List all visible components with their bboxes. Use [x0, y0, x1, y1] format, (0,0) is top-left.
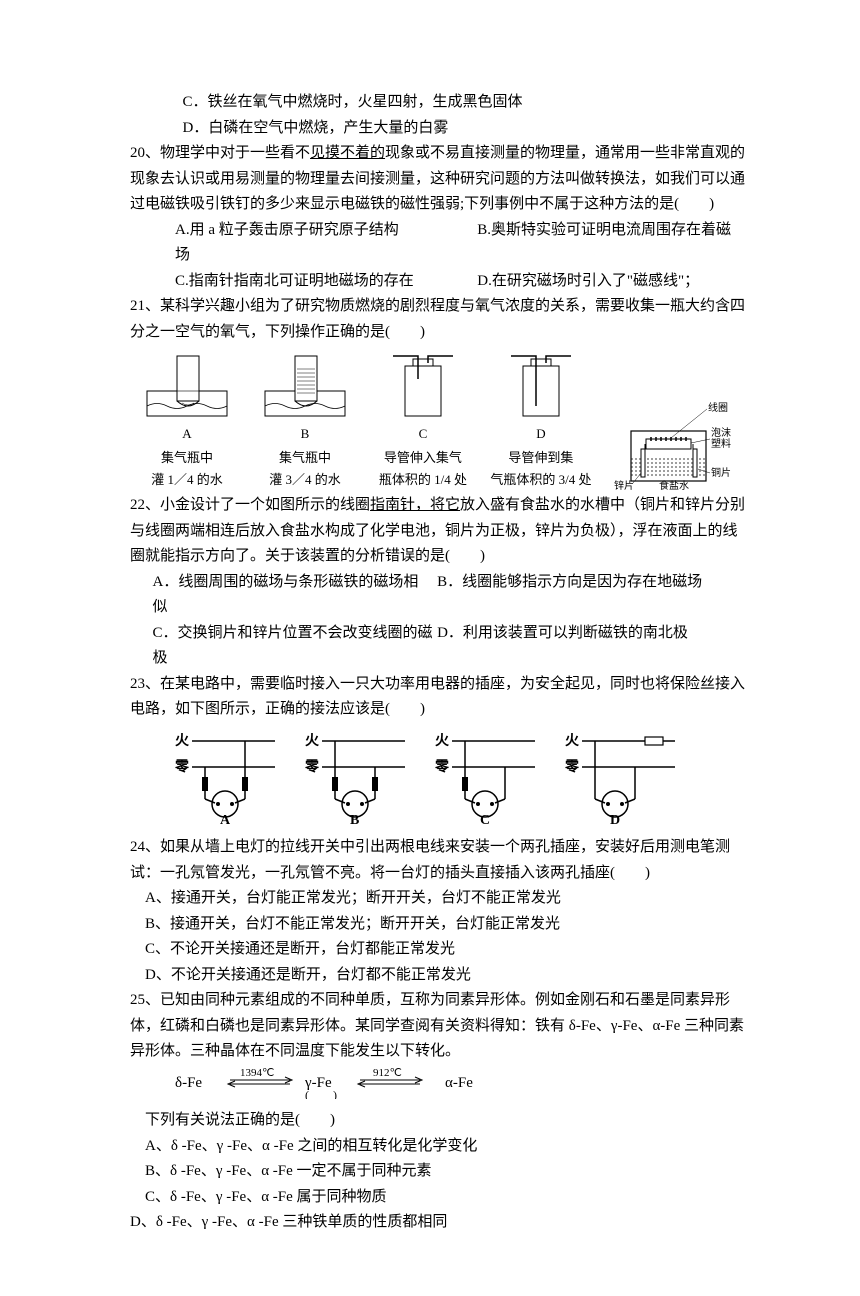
q21-lab-a: A [130, 423, 244, 445]
q24-options: A、接通开关，台灯能正常发光；断开开关，台灯不能正常发光 B、接通开关，台灯不能… [130, 886, 750, 988]
q20-body-1: 物理学中对于一些看不 [160, 145, 310, 161]
q21-fig-right: 线圈 泡沫 塑料 锌片 食盐水 铜片 [602, 401, 750, 491]
q22-opt-a: A．线圈周围的磁场与条形磁铁的磁场相似 [153, 570, 434, 621]
q25-opt-a: A、δ -Fe、γ -Fe、α -Fe 之间的相互转化是化学变化 [145, 1134, 750, 1160]
q23-num: 23、 [130, 676, 160, 692]
svg-text:零: 零 [174, 758, 190, 775]
q21-fig-b: B 集气瓶中 灌 3／4 的水 [248, 351, 362, 491]
q21-figures: A 集气瓶中 灌 1／4 的水 B 集气瓶中 灌 3／4 的水 C 导管伸入集气… [130, 345, 750, 493]
svg-text:( ): ( ) [305, 1088, 337, 1099]
q21-cap-c: 导管伸入集气 瓶体积的 1/4 处 [366, 447, 480, 491]
q20-opt-a: A.用 a 粒子轰击原子研究原子结构 [175, 218, 451, 244]
q20-num: 20、 [130, 145, 160, 161]
svg-text:食盐水: 食盐水 [659, 479, 689, 491]
q21-lab-d: D [484, 423, 598, 445]
q22-opt-b: B．线圈能够指示方向是因为存在地磁场 [437, 570, 718, 596]
q25-opt-b: B、δ -Fe、γ -Fe、α -Fe 一定不属于同种元素 [145, 1159, 750, 1185]
svg-text:零: 零 [564, 758, 580, 775]
q22-underline: 指南针，将它 [370, 497, 460, 513]
svg-text:塑料: 塑料 [711, 437, 731, 450]
svg-text:火: 火 [175, 733, 190, 749]
q24-opt-d: D、不论开关接通还是断开，台灯都不能正常发光 [145, 963, 750, 989]
q20: 20、物理学中对于一些看不见摸不着的现象或不易直接测量的物理量，通常用一些非常直… [130, 141, 750, 218]
q21-fig-a: A 集气瓶中 灌 1／4 的水 [130, 351, 244, 491]
q22-num: 22、 [130, 497, 160, 513]
q23: 23、在某电路中，需要临时接入一只大功率用电器的插座，为安全起见，同时也将保险丝… [130, 672, 750, 723]
q23-circuit-d: 火 零 D [560, 729, 680, 834]
q20-options-row1: A.用 a 粒子轰击原子研究原子结构 B.奥斯特实验可证明电流周围存在着磁场 [130, 218, 750, 269]
q24-opt-a: A、接通开关，台灯能正常发光；断开开关，台灯不能正常发光 [145, 886, 750, 912]
svg-text:C: C [480, 813, 490, 824]
q19-option-d: D．白磷在空气中燃烧，产生大量的白雾 [130, 116, 750, 142]
svg-text:δ-Fe: δ-Fe [175, 1075, 202, 1091]
q25-num: 25、 [130, 992, 160, 1008]
q22: 22、小金设计了一个如图所示的线圈指南针，将它放入盛有食盐水的水槽中（铜片和锌片… [130, 493, 750, 570]
q21-cap-d: 导管伸到集 气瓶体积的 3/4 处 [484, 447, 598, 491]
q20-underline: 见摸不着的 [310, 145, 385, 161]
q21-fig-d: D 导管伸到集 气瓶体积的 3/4 处 [484, 351, 598, 491]
q21-cap-b: 集气瓶中 灌 3／4 的水 [248, 447, 362, 491]
q21-fig-c: C 导管伸入集气 瓶体积的 1/4 处 [366, 351, 480, 491]
svg-text:铜片: 铜片 [711, 466, 731, 479]
svg-text:火: 火 [305, 733, 320, 749]
q21-lab-c: C [366, 423, 480, 445]
svg-text:D: D [610, 813, 620, 824]
q21-cap-a: 集气瓶中 灌 1／4 的水 [130, 447, 244, 491]
q21-lab-b: B [248, 423, 362, 445]
q21-body: 某科学兴趣小组为了研究物质燃烧的剧烈程度与氧气浓度的关系，需要收集一瓶大约含四分… [130, 298, 745, 340]
q25-body: 已知由同种元素组成的不同种单质，互称为同素异形体。例如金刚石和石墨是同素异形体，… [130, 992, 744, 1059]
q22-body-1: 小金设计了一个如图所示的线圈 [160, 497, 370, 513]
q25-options: A、δ -Fe、γ -Fe、α -Fe 之间的相互转化是化学变化 B、δ -Fe… [130, 1134, 750, 1211]
q25-formula: δ-Fe 1394℃ γ-Fe ( ) 912℃ α-Fe [130, 1065, 750, 1109]
q20-opt-c: C.指南针指南北可证明地磁场的存在 [175, 269, 451, 295]
q25-body2: 下列有关说法正确的是( ) [130, 1108, 750, 1134]
q21-r-label1: 线圈 [708, 401, 728, 414]
q22-opt-d: D．利用该装置可以判断磁铁的南北极 [437, 621, 718, 647]
q22-options: A．线圈周围的磁场与条形磁铁的磁场相似 B．线圈能够指示方向是因为存在地磁场 C… [130, 570, 750, 672]
q23-circuit-b: 火 零 B [300, 729, 410, 834]
q22-opt-c: C．交换铜片和锌片位置不会改变线圈的磁极 [153, 621, 434, 672]
svg-text:零: 零 [304, 758, 320, 775]
q21-num: 21、 [130, 298, 160, 314]
q25-opt-d: D、δ -Fe、γ -Fe、α -Fe 三种铁单质的性质都相同 [130, 1210, 750, 1236]
q20-opt-d: D.在研究磁场时引入了"磁感线"； [477, 273, 699, 289]
svg-text:泡沫: 泡沫 [711, 426, 731, 439]
q20-options-row2: C.指南针指南北可证明地磁场的存在 D.在研究磁场时引入了"磁感线"； [130, 269, 750, 295]
q23-circuit-c: 火 零 C [430, 729, 540, 834]
q23-figures: 火 零 A 火 零 [130, 723, 750, 836]
q23-circuit-a: 火 零 A [170, 729, 280, 834]
q25-opt-c: C、δ -Fe、γ -Fe、α -Fe 属于同种物质 [145, 1185, 750, 1211]
q23-body: 在某电路中，需要临时接入一只大功率用电器的插座，为安全起见，同时也将保险丝接入电… [130, 676, 745, 718]
svg-text:零: 零 [434, 758, 450, 775]
q25: 25、已知由同种元素组成的不同种单质，互称为同素异形体。例如金刚石和石墨是同素异… [130, 988, 750, 1065]
q24-opt-b: B、接通开关，台灯不能正常发光；断开开关，台灯能正常发光 [145, 912, 750, 938]
svg-text:火: 火 [435, 733, 450, 749]
q24-body: 如果从墙上电灯的拉线开关中引出两根电线来安装一个两孔插座，安装好后用测电笔测试：… [130, 839, 730, 881]
svg-text:B: B [350, 813, 359, 824]
svg-text:A: A [220, 813, 231, 824]
q19-option-c: C．铁丝在氧气中燃烧时，火星四射，生成黑色固体 [130, 90, 750, 116]
q24: 24、如果从墙上电灯的拉线开关中引出两根电线来安装一个两孔插座，安装好后用测电笔… [130, 835, 750, 886]
q21: 21、某科学兴趣小组为了研究物质燃烧的剧烈程度与氧气浓度的关系，需要收集一瓶大约… [130, 294, 750, 345]
q24-num: 24、 [130, 839, 160, 855]
svg-text:锌片: 锌片 [614, 479, 634, 491]
svg-text:1394℃: 1394℃ [240, 1067, 274, 1079]
svg-text:火: 火 [565, 733, 580, 749]
svg-text:α-Fe: α-Fe [445, 1075, 473, 1091]
svg-text:912℃: 912℃ [373, 1067, 402, 1079]
q24-opt-c: C、不论开关接通还是断开，台灯都能正常发光 [145, 937, 750, 963]
